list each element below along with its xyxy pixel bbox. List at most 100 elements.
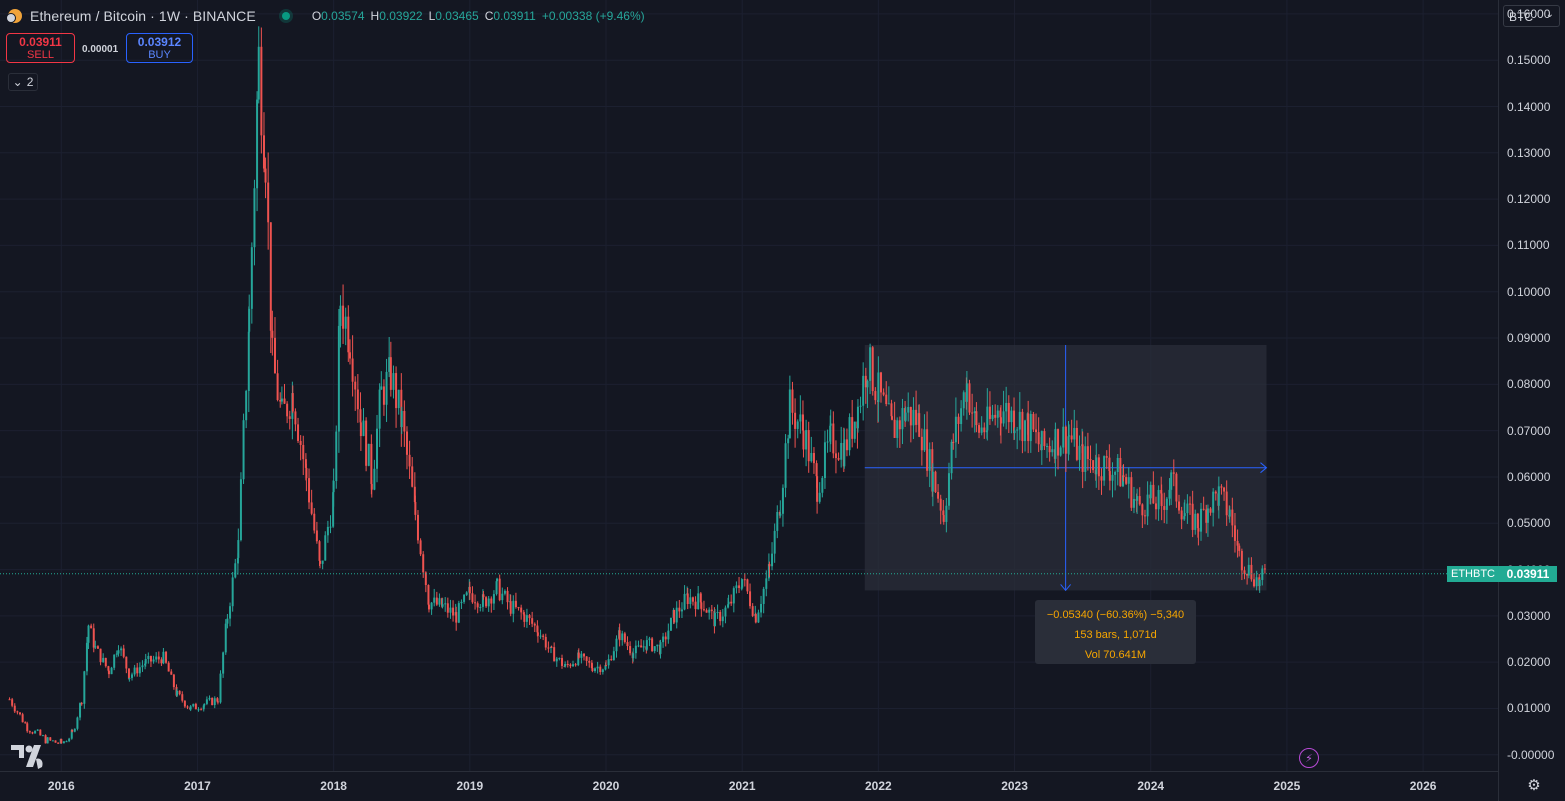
candle-body — [1191, 503, 1194, 530]
candle-body — [980, 427, 983, 433]
candle-body — [57, 742, 60, 744]
candle-body — [1116, 457, 1119, 472]
candle-body — [460, 601, 463, 604]
spread-value: 0.00001 — [82, 44, 119, 55]
candle-body — [539, 635, 542, 637]
candle-body — [11, 699, 14, 706]
candle-body — [1130, 477, 1133, 508]
candle-body — [730, 601, 733, 604]
candle-body — [433, 597, 436, 603]
candle-body — [115, 653, 118, 655]
candle-body — [380, 386, 383, 390]
candle-body — [1021, 411, 1024, 442]
candle-body — [713, 612, 716, 627]
candle-body — [1029, 414, 1032, 442]
candle-body — [923, 429, 926, 451]
candle-body — [492, 594, 495, 604]
candle-body — [152, 659, 155, 662]
indicators-toggle-button[interactable]: ⌄ 2 — [8, 73, 38, 91]
candle-body — [996, 410, 999, 418]
candle-body — [751, 606, 754, 616]
sell-button[interactable]: 0.03911 SELL — [6, 33, 75, 63]
candle-body — [479, 606, 482, 608]
candle-body — [392, 373, 395, 390]
candle-body — [939, 498, 942, 511]
currency-select[interactable]: BTC ⌄ — [1503, 5, 1560, 27]
candle-body — [107, 666, 110, 671]
candle-body — [49, 737, 52, 741]
candle-body — [73, 728, 76, 732]
candle-body — [39, 729, 42, 736]
price-axis[interactable]: 0.16000 0.15000 0.14000 0.13000 0.12000 0.110… — [1499, 0, 1565, 771]
candle-body — [165, 651, 168, 663]
candle-body — [299, 440, 302, 445]
candle-body — [577, 652, 580, 658]
candle-body — [877, 372, 880, 403]
candle-body — [716, 611, 719, 613]
candle-body — [297, 424, 300, 441]
candle-body — [183, 700, 186, 707]
candle-body — [1105, 456, 1108, 458]
y-tick-label: 0.02000 — [1507, 655, 1551, 670]
buy-button[interactable]: 0.03912 BUY — [126, 33, 193, 63]
candle-body — [691, 597, 694, 602]
candle-body — [1078, 445, 1081, 460]
candle-body — [219, 673, 222, 703]
candle-body — [313, 513, 316, 531]
candle-body — [144, 663, 147, 666]
candle-body — [304, 459, 307, 468]
candle-body — [435, 597, 438, 605]
candle-body — [802, 430, 805, 450]
candle-body — [155, 656, 158, 660]
candle-body — [890, 416, 893, 420]
candle-body — [829, 425, 832, 442]
candle-body — [918, 413, 921, 437]
candle-body — [805, 430, 808, 450]
candle-body — [648, 638, 651, 641]
candle-body — [986, 406, 989, 431]
candle-body — [44, 735, 47, 744]
candle-body — [1027, 413, 1030, 442]
candle-body — [273, 337, 276, 374]
candle-body — [525, 615, 528, 622]
lightning-icon[interactable]: ⚡ — [1299, 748, 1319, 768]
time-axis[interactable]: 2016 2017 2018 2019 2020 2021 2022 2023 2024 2025… — [0, 771, 1498, 801]
candle-body — [1084, 446, 1087, 472]
candle-body — [1010, 410, 1013, 423]
candle-body — [202, 705, 205, 710]
candle-body — [294, 411, 297, 425]
candle-body — [1054, 429, 1057, 459]
ohlc-low: L0.03465 — [428, 9, 479, 23]
candle-body — [162, 651, 165, 664]
candle-body — [971, 412, 974, 414]
candle-body — [160, 659, 163, 664]
candle-body — [127, 668, 130, 679]
candle-body — [973, 411, 976, 414]
candle-body — [1220, 486, 1223, 488]
candle-body — [585, 656, 588, 661]
candle-body — [231, 577, 234, 607]
candle-body — [468, 586, 471, 594]
candle-body — [694, 601, 697, 610]
candle-body — [414, 502, 417, 515]
candle-body — [178, 690, 181, 695]
candle-body — [904, 412, 907, 421]
candle-body — [768, 564, 771, 567]
symbol-title[interactable]: Ethereum / Bitcoin · 1W · BINANCE — [30, 8, 256, 24]
x-tick-label: 2016 — [47, 779, 75, 793]
sell-label: SELL — [27, 49, 54, 61]
candle-body — [781, 487, 784, 514]
candle-body — [653, 646, 656, 652]
candle-body — [245, 390, 248, 421]
candle-body — [1223, 487, 1226, 492]
candle-body — [536, 632, 539, 636]
tradingview-logo-icon[interactable] — [10, 741, 48, 771]
candle-body — [1170, 472, 1173, 490]
candle-body — [796, 421, 799, 429]
candle-body — [1183, 516, 1186, 520]
y-tick-label: 0.08000 — [1507, 377, 1551, 392]
gear-icon[interactable]: ⚙ — [1527, 777, 1541, 794]
chevron-down-icon: ⌄ — [1545, 9, 1554, 20]
candle-body — [1197, 528, 1200, 532]
price-chart[interactable] — [0, 0, 1498, 771]
